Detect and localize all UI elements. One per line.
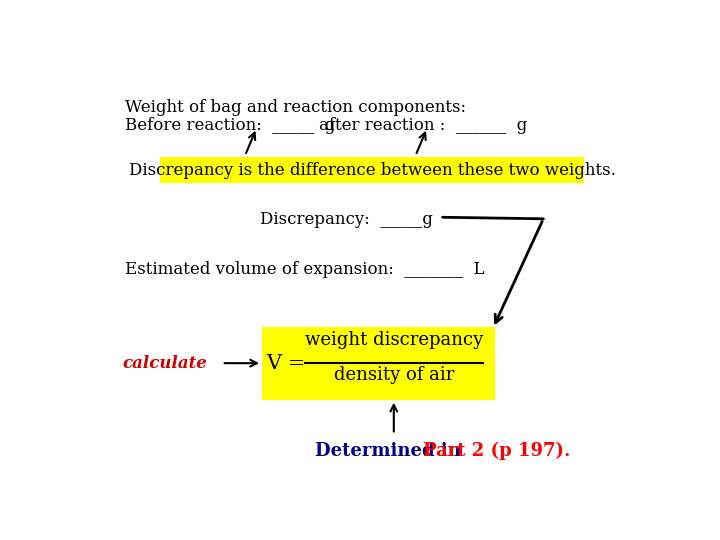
Text: Determined in: Determined in bbox=[315, 442, 467, 460]
Text: Estimated volume of expansion:  _______  L: Estimated volume of expansion: _______ L bbox=[125, 261, 485, 278]
Text: density of air: density of air bbox=[333, 366, 454, 384]
Bar bbox=[262, 327, 495, 400]
Bar bbox=[160, 157, 585, 184]
Text: Before reaction:  _____  g: Before reaction: _____ g bbox=[125, 117, 336, 134]
Text: V =: V = bbox=[266, 354, 312, 373]
Text: after reaction :  ______  g: after reaction : ______ g bbox=[319, 117, 527, 134]
Text: Discrepancy is the difference between these two weights.: Discrepancy is the difference between th… bbox=[129, 162, 616, 179]
Text: Part 2 (p 197).: Part 2 (p 197). bbox=[423, 442, 571, 460]
Text: weight discrepancy: weight discrepancy bbox=[305, 332, 483, 349]
Text: Discrepancy:  _____g: Discrepancy: _____g bbox=[261, 211, 433, 228]
Text: calculate: calculate bbox=[122, 355, 207, 372]
Text: Weight of bag and reaction components:: Weight of bag and reaction components: bbox=[125, 99, 466, 117]
